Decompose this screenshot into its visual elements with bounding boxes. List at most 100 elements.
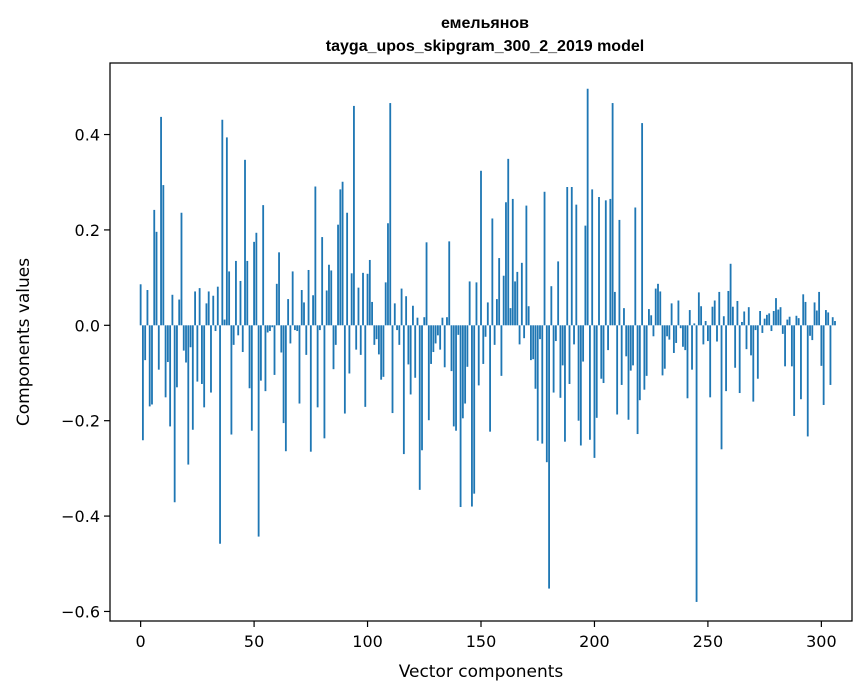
bar-128 — [430, 325, 432, 364]
bar-4 — [148, 325, 151, 407]
bar-63 — [282, 325, 285, 424]
bar-305 — [831, 317, 834, 326]
bar-156 — [493, 325, 496, 345]
bar-231 — [663, 325, 666, 369]
bar-149 — [477, 325, 480, 386]
bar-276 — [766, 314, 768, 326]
bar-157 — [495, 299, 498, 326]
bar-200 — [593, 325, 596, 458]
bar-270 — [752, 325, 755, 402]
bar-89 — [341, 181, 344, 326]
bar-267 — [745, 325, 748, 350]
bar-257 — [722, 316, 725, 326]
bar-23 — [191, 325, 194, 430]
bar-280 — [775, 298, 777, 326]
bar-288 — [793, 325, 796, 416]
bar-67 — [291, 271, 294, 326]
bar-25 — [196, 325, 199, 382]
chart-title: емельянов — [441, 15, 529, 32]
bar-77 — [314, 186, 317, 326]
bar-139 — [455, 325, 457, 431]
bar-100 — [366, 273, 369, 326]
bar-62 — [280, 325, 283, 353]
bar-2 — [144, 325, 147, 361]
bar-243 — [691, 325, 693, 370]
bar-9 — [160, 116, 162, 326]
bar-116 — [402, 325, 405, 455]
bar-85 — [332, 325, 335, 370]
x-tick-label: 0 — [136, 632, 146, 651]
bar-107 — [382, 325, 385, 377]
bar-233 — [668, 325, 671, 340]
y-tick-label: 0.2 — [75, 221, 100, 240]
bar-224 — [648, 309, 650, 326]
bar-131 — [436, 325, 439, 336]
bar-70 — [298, 325, 301, 404]
x-axis-ticks: 0 50 100 150 200 250 300 — [136, 621, 837, 651]
bar-18 — [180, 212, 183, 326]
bar-166 — [516, 271, 519, 326]
bar-135 — [446, 317, 448, 326]
y-tick-label: −0.6 — [61, 602, 100, 621]
bar-145 — [468, 281, 471, 326]
bar-164 — [511, 198, 514, 326]
bar-227 — [654, 288, 657, 326]
bar-273 — [759, 311, 762, 326]
bar-110 — [389, 103, 392, 326]
bar-298 — [815, 310, 818, 326]
bar-105 — [377, 325, 380, 355]
bar-124 — [421, 325, 423, 451]
bar-45 — [241, 325, 244, 353]
bar-186 — [561, 325, 564, 366]
bar-54 — [262, 205, 265, 326]
bar-78 — [316, 325, 319, 408]
bar-64 — [284, 325, 287, 452]
bar-220 — [638, 325, 641, 401]
bar-118 — [407, 325, 410, 365]
bar-163 — [509, 308, 512, 326]
bar-142 — [461, 325, 464, 419]
bar-151 — [482, 325, 485, 364]
bar-136 — [448, 241, 451, 326]
bar-234 — [670, 303, 673, 326]
bar-146 — [471, 325, 473, 507]
bar-292 — [802, 294, 805, 326]
bar-269 — [750, 325, 752, 356]
bar-251 — [709, 325, 712, 398]
bar-26 — [198, 288, 201, 326]
bar-0 — [139, 284, 142, 326]
x-tick-label: 250 — [693, 632, 724, 651]
bar-1 — [141, 325, 144, 441]
bar-12 — [166, 325, 169, 363]
bar-296 — [811, 325, 814, 341]
bar-246 — [697, 292, 700, 326]
bar-42 — [235, 260, 237, 326]
bar-180 — [548, 325, 550, 589]
bar-297 — [813, 302, 816, 326]
bar-123 — [418, 325, 421, 490]
bar-194 — [579, 325, 582, 446]
bar-52 — [257, 325, 260, 537]
bar-189 — [568, 325, 571, 384]
bar-260 — [729, 263, 732, 326]
bar-209 — [613, 291, 616, 326]
bar-160 — [502, 275, 505, 326]
bar-249 — [704, 321, 707, 326]
bar-300 — [820, 325, 823, 366]
bar-215 — [627, 325, 630, 420]
bar-120 — [412, 305, 414, 326]
bar-212 — [620, 325, 623, 385]
bar-204 — [602, 325, 605, 384]
bar-126 — [425, 242, 428, 326]
bar-196 — [584, 225, 587, 326]
bar-178 — [543, 191, 546, 326]
plot-frame — [109, 62, 853, 622]
bar-228 — [657, 283, 659, 326]
bar-22 — [189, 325, 192, 348]
bar-34 — [216, 286, 219, 326]
bar-114 — [398, 325, 401, 345]
bar-35 — [219, 325, 221, 544]
bar-238 — [679, 325, 682, 329]
x-tick-label: 50 — [244, 632, 264, 651]
